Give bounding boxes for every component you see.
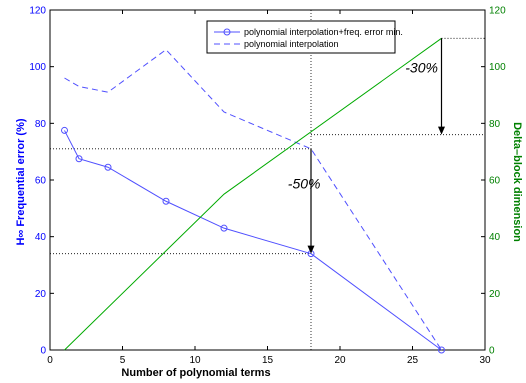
series-line-3	[64, 37, 442, 351]
x-tick-label: 15	[262, 355, 274, 366]
left-y-axis-title: H∞ Frequential error (%)	[15, 118, 27, 245]
annotation-label: -50%	[288, 176, 321, 192]
x-tick-label: 30	[479, 355, 491, 366]
annotation-arrow-head	[307, 245, 315, 254]
x-tick-label: 0	[47, 355, 53, 366]
left-y-axis: 0 20 40 60 80 100 120	[29, 6, 54, 357]
x-tick-label: 10	[189, 355, 201, 366]
left-y-tick-label: 20	[35, 289, 47, 300]
legend-box	[206, 20, 396, 54]
left-y-tick-label: 0	[40, 346, 46, 357]
right-y-axis-title: Delta–block dimension	[511, 122, 523, 242]
series-point	[438, 346, 445, 354]
series-point	[75, 155, 83, 163]
x-tick-label: 5	[120, 355, 126, 366]
x-tick-label: 25	[407, 355, 419, 366]
series-point	[162, 197, 170, 205]
right-y-tick-label: 100	[489, 62, 506, 73]
legend-marker-circle	[223, 28, 231, 36]
left-y-tick-label: 120	[29, 6, 46, 17]
right-y-tick-label: 60	[489, 176, 501, 187]
x-tick-label: 20	[334, 355, 346, 366]
right-y-tick-label: 0	[489, 346, 495, 357]
right-y-tick-label: 120	[489, 6, 506, 17]
series-point	[61, 126, 68, 134]
reference-lines	[50, 10, 485, 350]
annotation-label: -30%	[405, 59, 438, 75]
legend: polynomial interpolation+freq. error min…	[206, 20, 403, 54]
series-point	[104, 163, 112, 171]
right-y-axis: 0 20 40 60 80 100 120	[481, 6, 506, 357]
x-axis-title: Number of polynomial terms	[121, 367, 270, 379]
right-y-tick-label: 20	[489, 289, 501, 300]
annotations: -50% -30%	[288, 38, 445, 254]
left-y-tick-label: 60	[35, 176, 47, 187]
right-y-tick-label: 80	[489, 119, 501, 130]
annotation-arrow-head	[438, 126, 445, 135]
series-point	[220, 224, 228, 232]
left-y-tick-label: 40	[35, 232, 47, 243]
left-y-tick-label: 80	[35, 119, 47, 130]
x-axis: 0 5 10 15 20 25 30	[47, 10, 491, 366]
legend-label-series-1: polynomial interpolation+freq. error min…	[244, 27, 403, 37]
right-y-tick-label: 40	[489, 232, 501, 243]
left-y-tick-label: 100	[29, 62, 46, 73]
legend-label-series-2: polynomial interpolation	[244, 39, 339, 49]
